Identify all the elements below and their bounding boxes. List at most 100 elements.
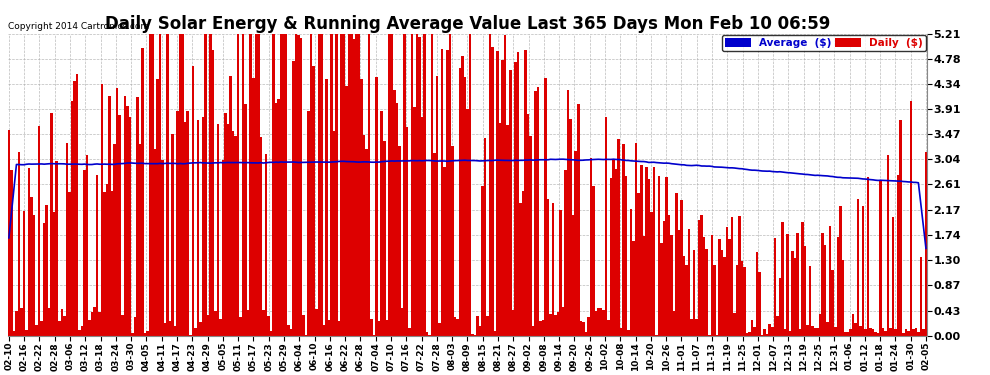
Bar — [280, 34, 282, 336]
Bar — [551, 203, 554, 336]
Bar — [479, 327, 481, 336]
Bar — [101, 84, 103, 336]
Bar — [814, 328, 817, 336]
Bar — [817, 328, 819, 336]
Bar — [842, 260, 844, 336]
Bar — [209, 34, 212, 336]
Bar — [776, 316, 778, 336]
Bar — [610, 178, 612, 336]
Bar — [468, 34, 471, 336]
Bar — [36, 325, 38, 336]
Bar — [300, 38, 302, 336]
Bar — [380, 111, 383, 336]
Bar — [320, 34, 323, 336]
Bar — [466, 109, 468, 336]
Bar — [840, 206, 842, 336]
Bar — [63, 316, 65, 336]
Bar — [378, 321, 380, 336]
Bar — [262, 310, 264, 336]
Bar — [723, 257, 726, 336]
Bar — [277, 99, 280, 336]
Bar — [171, 134, 174, 336]
Bar — [461, 56, 463, 336]
Bar — [529, 136, 532, 336]
Bar — [600, 308, 602, 336]
Bar — [734, 313, 736, 336]
Bar — [60, 309, 63, 336]
Bar — [272, 34, 274, 336]
Bar — [212, 50, 214, 336]
Bar — [58, 321, 60, 336]
Bar — [786, 234, 789, 336]
Bar — [519, 203, 522, 336]
Bar — [499, 123, 501, 336]
Bar — [524, 50, 527, 336]
Bar — [242, 34, 245, 336]
Bar — [249, 34, 252, 336]
Bar — [254, 34, 257, 336]
Legend: Average  ($), Daily  ($): Average ($), Daily ($) — [722, 34, 927, 51]
Bar — [247, 310, 249, 336]
Bar — [204, 34, 207, 336]
Bar — [768, 324, 771, 336]
Bar — [285, 34, 287, 336]
Bar — [451, 146, 453, 336]
Bar — [884, 331, 887, 336]
Bar — [900, 120, 902, 336]
Bar — [96, 175, 98, 336]
Bar — [678, 230, 680, 336]
Bar — [357, 34, 360, 336]
Bar — [905, 329, 907, 336]
Bar — [615, 169, 618, 336]
Bar — [554, 315, 556, 336]
Bar — [65, 143, 68, 336]
Bar — [806, 325, 809, 336]
Bar — [252, 78, 254, 336]
Bar — [31, 196, 33, 336]
Bar — [584, 332, 587, 336]
Bar — [194, 328, 197, 336]
Bar — [148, 34, 151, 336]
Bar — [824, 245, 827, 336]
Bar — [917, 332, 920, 336]
Bar — [590, 158, 592, 336]
Bar — [645, 167, 647, 336]
Bar — [318, 34, 320, 336]
Bar — [403, 34, 406, 336]
Bar — [83, 170, 86, 336]
Bar — [652, 168, 655, 336]
Bar — [869, 328, 872, 336]
Bar — [532, 326, 535, 336]
Bar — [227, 124, 230, 336]
Bar — [535, 91, 537, 336]
Bar — [161, 160, 163, 336]
Bar — [429, 334, 431, 336]
Bar — [73, 81, 75, 336]
Bar — [902, 333, 905, 336]
Bar — [680, 200, 683, 336]
Bar — [219, 319, 222, 336]
Bar — [274, 103, 277, 336]
Bar — [650, 212, 652, 336]
Bar — [341, 34, 343, 336]
Bar — [142, 48, 144, 336]
Bar — [111, 190, 114, 336]
Bar — [753, 327, 756, 336]
Bar — [336, 34, 338, 336]
Bar — [134, 317, 136, 336]
Bar — [23, 211, 26, 336]
Bar — [660, 243, 662, 336]
Bar — [419, 38, 421, 336]
Bar — [287, 325, 290, 336]
Bar — [736, 265, 739, 336]
Bar — [346, 86, 347, 336]
Bar — [385, 320, 388, 336]
Bar — [514, 62, 517, 336]
Bar — [108, 96, 111, 336]
Bar — [549, 314, 551, 336]
Bar — [829, 226, 832, 336]
Bar — [925, 152, 928, 336]
Bar — [347, 34, 350, 336]
Bar — [370, 319, 373, 336]
Bar — [302, 315, 305, 336]
